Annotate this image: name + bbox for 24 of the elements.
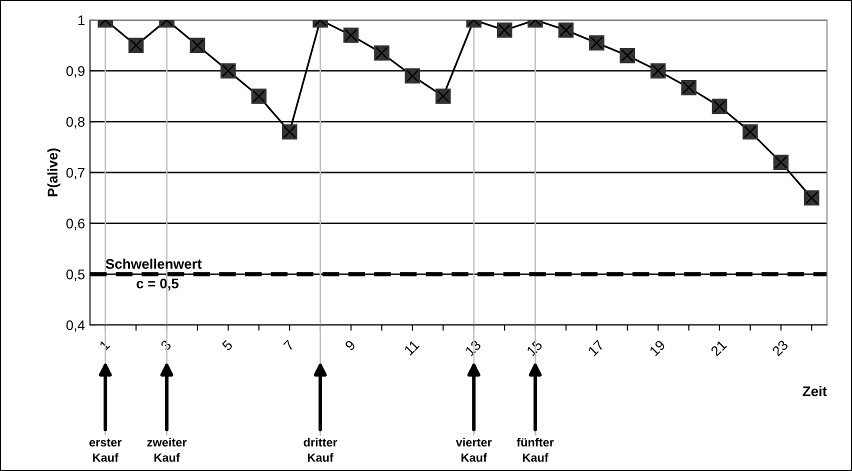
x-tick-label: 7 (283, 340, 294, 351)
x-tick-label: 5 (222, 340, 234, 352)
y-axis-title: P(alive) (47, 148, 60, 196)
x-tick-label: 9 (344, 340, 356, 352)
y-tick-label: 0,6 (66, 218, 85, 230)
x-axis-title: Zeit (802, 386, 827, 396)
y-tick-label: 0,7 (66, 168, 84, 180)
ref-line-label: erster Kauf (89, 438, 122, 462)
ref-line-label: Schwellenwert c = 0,5 (106, 258, 202, 290)
x-tick-label: 17 (588, 340, 604, 356)
y-tick-label: 1 (78, 15, 84, 26)
y-tick-label: 0,5 (66, 270, 85, 281)
y-tick-label: 0,9 (66, 66, 84, 78)
x-tick-label: 23 (772, 340, 789, 357)
y-tick-label: 0,4 (66, 320, 85, 332)
x-tick-label: 19 (649, 340, 666, 356)
y-tick-label: 0,8 (66, 117, 85, 128)
ref-line-label: vierter Kauf (456, 438, 492, 462)
ref-line-label: dritter Kauf (304, 438, 338, 462)
x-tick-label: 21 (710, 340, 728, 356)
x-tick-label: 11 (404, 340, 420, 356)
ref-line-label: zweiter Kauf (147, 438, 187, 462)
ref-line-label: fünfter Kauf (516, 438, 554, 462)
x-tick-label: 15 (526, 340, 543, 356)
